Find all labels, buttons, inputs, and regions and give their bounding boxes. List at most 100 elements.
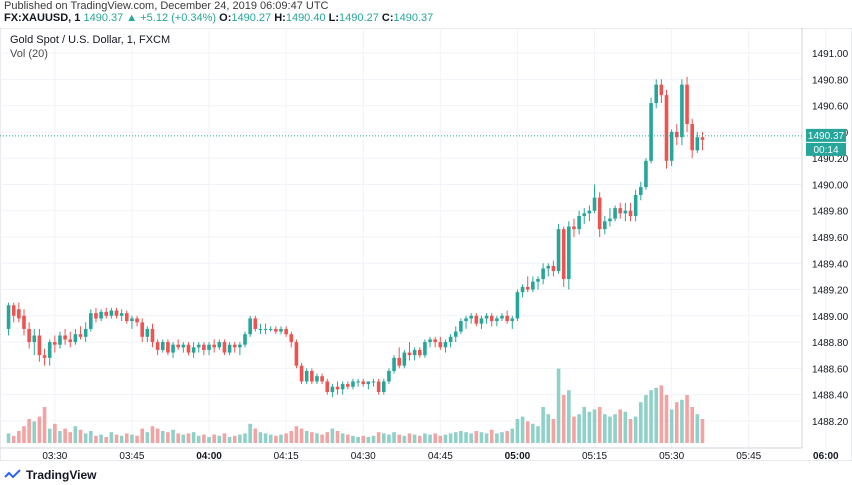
- candle-body: [186, 344, 191, 353]
- candle-body: [556, 229, 561, 272]
- candle-body: [346, 384, 350, 387]
- volume-bar: [659, 385, 664, 443]
- candle-body: [274, 328, 278, 332]
- volume-bar: [310, 432, 314, 443]
- candle-body: [592, 197, 597, 211]
- volume-bar: [603, 414, 607, 443]
- volume-bar: [577, 414, 581, 443]
- candle-body: [304, 370, 309, 382]
- volume-bar: [346, 434, 350, 443]
- candle-body: [294, 342, 299, 366]
- volume-bar: [279, 434, 283, 443]
- volume-bar: [17, 431, 21, 443]
- countdown-label-text: 00:14: [813, 145, 838, 156]
- candle-body: [310, 370, 314, 382]
- candle-body: [469, 315, 473, 319]
- volume-bar: [99, 434, 103, 443]
- last-price: 1490.37: [83, 12, 124, 24]
- candle-body: [27, 328, 31, 343]
- volume-bar: [402, 435, 407, 443]
- volume-bar: [500, 432, 504, 443]
- candle-body: [417, 349, 422, 356]
- candle-body: [587, 210, 592, 214]
- tradingview-brand[interactable]: TradingView: [26, 468, 97, 482]
- candle-body: [6, 305, 11, 329]
- close-value: 1490.37: [393, 12, 434, 24]
- candle-body: [603, 221, 607, 230]
- volume-bar: [356, 437, 360, 443]
- candle-body: [63, 335, 67, 340]
- candle-body: [104, 311, 109, 316]
- volume-bar: [695, 414, 700, 443]
- price-chart[interactable]: 1491.001490.801490.601490.401490.201490.…: [0, 28, 852, 461]
- footer[interactable]: TradingView: [4, 466, 96, 484]
- candle-body: [453, 331, 458, 337]
- candle-body: [659, 84, 664, 96]
- time-tick-label: 04:00: [196, 451, 222, 461]
- volume-bar: [135, 435, 139, 443]
- volume-bar: [89, 431, 93, 443]
- volume-bar: [459, 431, 463, 443]
- volume-bar: [572, 416, 576, 443]
- volume-bar: [58, 431, 62, 443]
- volume-bar: [68, 432, 73, 443]
- candle-body: [78, 334, 83, 337]
- volume-bar: [53, 423, 57, 443]
- candle-body: [238, 344, 242, 348]
- volume-bar: [381, 433, 386, 443]
- volume-bar: [387, 434, 391, 443]
- volume-bar: [448, 433, 453, 443]
- price-tick-label: 1490.00: [812, 180, 849, 191]
- time-tick-label: 03:30: [42, 451, 67, 461]
- candle-body: [145, 328, 150, 337]
- volume-bar: [258, 432, 263, 443]
- volume-bar: [531, 423, 535, 443]
- price-tick-label: 1488.20: [812, 417, 849, 428]
- volume-bar: [685, 395, 689, 443]
- volume-bar: [150, 426, 155, 443]
- candle-body: [448, 336, 453, 343]
- candles: [6, 76, 705, 398]
- candle-body: [644, 160, 648, 188]
- candle-body: [114, 310, 119, 316]
- candle-body: [253, 318, 258, 329]
- candle-body: [335, 386, 340, 390]
- volume-bar: [520, 416, 525, 443]
- countdown-label: 00:14: [806, 142, 846, 156]
- chart-legend-title[interactable]: Gold Spot / U.S. Dollar, 1, FXCM: [10, 34, 171, 46]
- high-label: H:: [274, 12, 286, 24]
- volume-bar: [541, 407, 545, 443]
- volume-legend[interactable]: Vol (20): [10, 48, 48, 60]
- candle-body: [433, 339, 437, 343]
- high-value: 1490.40: [285, 12, 326, 24]
- candle-body: [17, 309, 21, 319]
- candle-body: [22, 315, 26, 329]
- candle-body: [222, 342, 227, 353]
- volume-bar: [412, 434, 417, 443]
- candle-body: [99, 311, 103, 319]
- price-tick-label: 1489.60: [812, 233, 849, 244]
- volume-bar: [119, 435, 124, 443]
- volume-bar: [104, 437, 109, 443]
- volume-bar: [525, 421, 530, 443]
- volume-bar: [417, 435, 422, 443]
- candle-body: [654, 84, 659, 104]
- volume-bar: [155, 428, 160, 443]
- volume-bar: [140, 428, 145, 443]
- volume-bars: [6, 368, 705, 443]
- volume-bar: [114, 434, 119, 443]
- candle-body: [525, 286, 530, 290]
- volume-bar: [160, 431, 165, 443]
- volume-bar: [407, 433, 412, 443]
- candle-body: [443, 342, 448, 348]
- candle-body: [674, 131, 679, 138]
- candle-body: [489, 315, 494, 322]
- volume-bar: [674, 402, 679, 443]
- volume-bar: [664, 395, 669, 443]
- volume-bar: [202, 434, 206, 443]
- volume-bar: [582, 407, 587, 443]
- candle-body: [181, 344, 186, 348]
- candle-body: [166, 342, 170, 353]
- volume-bar: [207, 437, 211, 443]
- candle-body: [47, 342, 52, 358]
